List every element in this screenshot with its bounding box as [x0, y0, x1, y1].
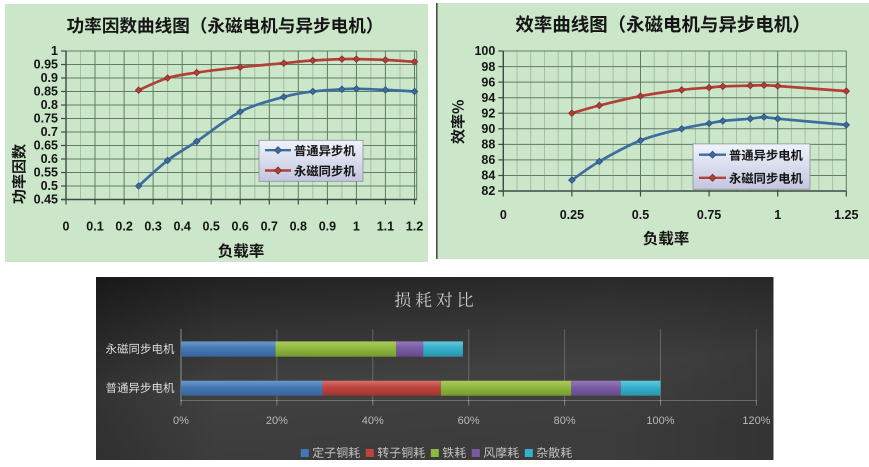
svg-text:0.8: 0.8 [290, 220, 307, 234]
svg-text:98: 98 [481, 60, 495, 74]
svg-text:0.65: 0.65 [34, 139, 58, 153]
svg-text:1.25: 1.25 [834, 208, 858, 222]
svg-text:100%: 100% [646, 415, 674, 427]
svg-text:1: 1 [51, 44, 58, 58]
svg-text:94: 94 [481, 91, 495, 105]
svg-text:0.6: 0.6 [232, 220, 249, 234]
svg-text:0: 0 [63, 220, 70, 234]
svg-text:0.7: 0.7 [41, 125, 58, 139]
svg-text:0.25: 0.25 [560, 208, 584, 222]
svg-text:0.5: 0.5 [203, 220, 220, 234]
svg-text:0.7: 0.7 [261, 220, 278, 234]
svg-text:0.6: 0.6 [41, 152, 58, 166]
svg-text:82: 82 [481, 184, 495, 198]
svg-text:0.45: 0.45 [34, 193, 58, 207]
svg-text:1: 1 [774, 208, 781, 222]
svg-text:1.1: 1.1 [377, 220, 394, 234]
svg-text:88: 88 [481, 138, 495, 152]
svg-text:80%: 80% [554, 415, 576, 427]
svg-text:0.2: 0.2 [115, 220, 132, 234]
svg-text:0.85: 0.85 [34, 85, 58, 99]
svg-text:1.2: 1.2 [406, 220, 423, 234]
svg-text:0.5: 0.5 [632, 208, 649, 222]
svg-text:86: 86 [481, 153, 495, 167]
svg-text:0: 0 [500, 208, 507, 222]
svg-text:0.1: 0.1 [86, 220, 103, 234]
svg-text:40%: 40% [362, 415, 384, 427]
svg-text:60%: 60% [458, 415, 480, 427]
svg-text:90: 90 [481, 122, 495, 136]
svg-text:0.75: 0.75 [697, 208, 721, 222]
svg-text:0.75: 0.75 [34, 112, 58, 126]
svg-text:0.8: 0.8 [41, 98, 58, 112]
svg-text:120%: 120% [742, 415, 770, 427]
svg-text:0.95: 0.95 [34, 58, 58, 72]
svg-text:96: 96 [481, 75, 495, 89]
svg-text:0.5: 0.5 [41, 179, 58, 193]
svg-text:0.55: 0.55 [34, 166, 58, 180]
svg-text:1: 1 [353, 220, 360, 234]
svg-text:0.9: 0.9 [41, 71, 58, 85]
svg-text:20%: 20% [266, 415, 288, 427]
svg-text:0%: 0% [173, 415, 189, 427]
svg-text:0.3: 0.3 [144, 220, 161, 234]
svg-text:0.4: 0.4 [174, 220, 191, 234]
svg-text:100: 100 [474, 44, 495, 58]
svg-text:92: 92 [481, 106, 495, 120]
svg-text:0.9: 0.9 [319, 220, 336, 234]
svg-text:84: 84 [481, 169, 495, 183]
